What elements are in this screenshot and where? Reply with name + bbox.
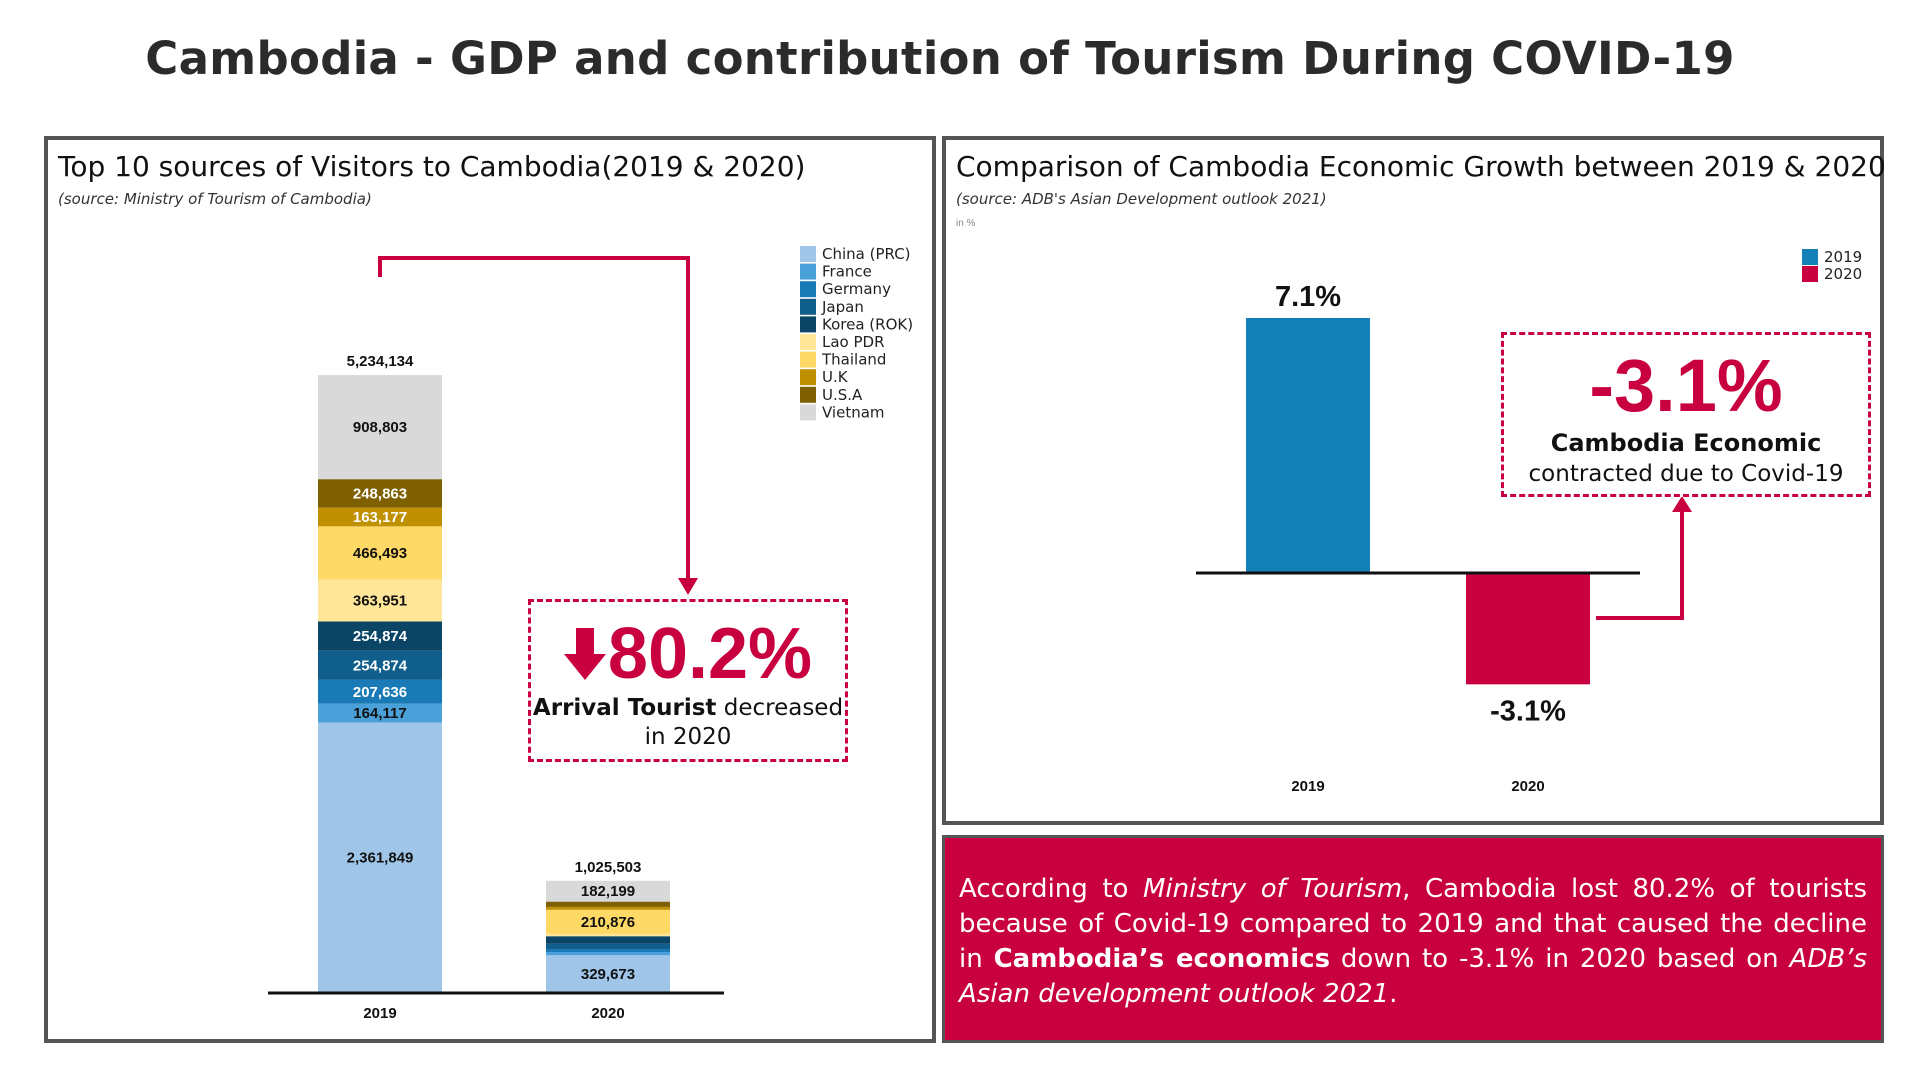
legend-swatch-u-s-a xyxy=(800,386,816,403)
segment-label-2019-5: 363,951 xyxy=(353,593,407,610)
segment-label-2019-2: 207,636 xyxy=(353,684,407,701)
gdp-x-tick-2020: 2020 xyxy=(1511,778,1544,795)
bar-2020-korea-rok- xyxy=(546,936,670,944)
legend-swatch-lao-pdr xyxy=(800,334,816,350)
bar-2020-u-k xyxy=(546,906,670,910)
page-title: Cambodia - GDP and contribution of Touri… xyxy=(145,32,1735,85)
visitors-chart-title: Top 10 sources of Visitors to Cambodia(2… xyxy=(58,150,806,183)
bar-2019-china-prc- xyxy=(318,722,442,993)
segment-label-2019-1: 164,117 xyxy=(353,705,406,722)
legend-label-u-k: U.K xyxy=(822,368,849,386)
legend-label-china-prc-: China (PRC) xyxy=(822,245,911,263)
tourist-decline-desc-rest: decreased xyxy=(716,695,844,721)
bar-2020-china-prc- xyxy=(546,955,670,993)
gdp-contraction-line1: Cambodia Economic xyxy=(1550,429,1822,457)
bar-2020-japan xyxy=(546,943,670,950)
bar-2019-u-k xyxy=(318,507,442,527)
summary-economics: Cambodia’s economics xyxy=(993,944,1331,974)
bar-2019-korea-rok- xyxy=(318,621,442,651)
gdp-bar-2020 xyxy=(1466,573,1590,685)
growth-unit-label: in % xyxy=(956,218,976,229)
bar-2020-u-s-a xyxy=(546,901,670,907)
bar-2019-thailand xyxy=(318,526,442,580)
visitors-stacked-bar-chart: 2,361,849 164,117 207,636 254,874 254,874 363… xyxy=(268,245,913,1022)
tourist-decline-desc-bold: Arrival Tourist xyxy=(532,695,717,721)
gdp-bar-2019 xyxy=(1246,318,1370,573)
tourist-decline-callout: 80.2% Arrival Tourist decreased in 2020 xyxy=(528,599,848,762)
gdp-value-label-2020: -3.1% xyxy=(1490,695,1566,727)
legend-swatch-thailand xyxy=(800,351,816,368)
gdp-legend-swatch-2019 xyxy=(1802,249,1818,265)
summary-text-1: According to xyxy=(959,874,1143,904)
bar-2020-thailand xyxy=(546,909,670,934)
legend-label-vietnam: Vietnam xyxy=(822,403,885,421)
summary-ministry: Ministry of Tourism xyxy=(1142,874,1403,904)
growth-chart-title: Comparison of Cambodia Economic Growth b… xyxy=(956,150,1886,183)
connector-arrow-head xyxy=(678,578,698,595)
gdp-connector-line xyxy=(1596,508,1684,620)
segment-label-2019-6: 466,493 xyxy=(353,545,407,562)
bar-2019-france xyxy=(318,703,442,723)
summary-box: According to Ministry of Tourism, Cambod… xyxy=(942,835,1884,1043)
legend-label-france: France xyxy=(822,263,872,281)
legend-label-lao-pdr: Lao PDR xyxy=(822,333,885,351)
legend-swatch-france xyxy=(800,263,816,280)
gdp-legend-swatch-2020 xyxy=(1802,266,1818,282)
bar-2020-vietnam xyxy=(546,880,670,902)
gdp-value-label-2019: 7.1% xyxy=(1275,281,1341,313)
visitors-chart-source: (source: Ministry of Tourism of Cambodia… xyxy=(58,190,372,208)
segment-label-2019-7: 163,177 xyxy=(353,509,407,526)
segment-label-2020-6: 210,876 xyxy=(581,914,635,931)
bar-2020-germany xyxy=(546,949,670,953)
economic-growth-panel: Comparison of Cambodia Economic Growth b… xyxy=(942,136,1886,825)
segment-label-2019-0: 2,361,849 xyxy=(347,850,414,867)
legend-label-germany: Germany xyxy=(822,280,891,298)
summary-text-4: . xyxy=(1389,979,1398,1009)
gdp-contraction-value: -3.1% xyxy=(1589,344,1783,427)
tourist-decline-desc-year: in 2020 xyxy=(644,724,732,750)
visitors-panel: Top 10 sources of Visitors to Cambodia(2… xyxy=(44,136,936,1043)
total-label-2020: 1,025,503 xyxy=(575,859,642,876)
connector-arrow-line xyxy=(378,256,690,580)
bar-2020-lao-pdr xyxy=(546,933,670,937)
tourist-decline-value: 80.2% xyxy=(607,614,813,694)
gdp-legend-label-2019: 2019 xyxy=(1824,248,1862,266)
legend-label-korea-rok-: Korea (ROK) xyxy=(822,315,913,333)
gdp-legend-label-2020: 2020 xyxy=(1824,265,1862,283)
bar-2019-u-s-a xyxy=(318,479,442,508)
bar-2019-japan xyxy=(318,650,442,680)
bar-2019-vietnam xyxy=(318,375,442,480)
segment-label-2019-9: 908,803 xyxy=(353,419,407,436)
x-tick-2019: 2019 xyxy=(363,1005,396,1022)
segment-label-2019-4: 254,874 xyxy=(353,628,408,645)
legend-swatch-korea-rok- xyxy=(800,316,816,333)
bar-2019-lao-pdr xyxy=(318,579,442,622)
legend-label-japan: Japan xyxy=(821,298,864,316)
segment-label-2020-0: 329,673 xyxy=(581,966,635,983)
legend-label-thailand: Thailand xyxy=(821,351,886,369)
segment-label-2019-8: 248,863 xyxy=(353,485,407,502)
summary-adb: ADB’s Asian development outlook 2021 xyxy=(959,944,1867,1009)
x-tick-2020: 2020 xyxy=(591,1005,624,1022)
segment-label-2020-9: 182,199 xyxy=(581,883,635,900)
summary-text-2: , Cambodia lost 80.2% of tourists becaus… xyxy=(959,874,1867,974)
gdp-x-tick-2019: 2019 xyxy=(1291,778,1324,795)
legend-swatch-vietnam xyxy=(800,404,816,421)
growth-chart-source: (source: ADB's Asian Development outlook… xyxy=(956,190,1327,208)
bar-2019-germany xyxy=(318,679,442,704)
down-arrow-icon xyxy=(563,628,606,680)
legend-swatch-u-k xyxy=(800,369,816,386)
legend-swatch-japan xyxy=(800,298,816,315)
gdp-contraction-callout: -3.1% Cambodia Economic contracted due t… xyxy=(1501,332,1871,497)
total-label-2019: 5,234,134 xyxy=(347,353,414,370)
bar-2020-france xyxy=(546,952,670,956)
segment-label-2019-3: 254,874 xyxy=(353,657,408,674)
summary-text-3: down to -3.1% in 2020 based on xyxy=(1330,944,1790,974)
legend-label-u-s-a: U.S.A xyxy=(822,386,863,404)
gdp-contraction-line2: contracted due to Covid-19 xyxy=(1528,461,1844,487)
legend-swatch-china-prc- xyxy=(800,246,816,262)
gdp-connector-head xyxy=(1672,496,1692,512)
legend-swatch-germany xyxy=(800,281,816,298)
